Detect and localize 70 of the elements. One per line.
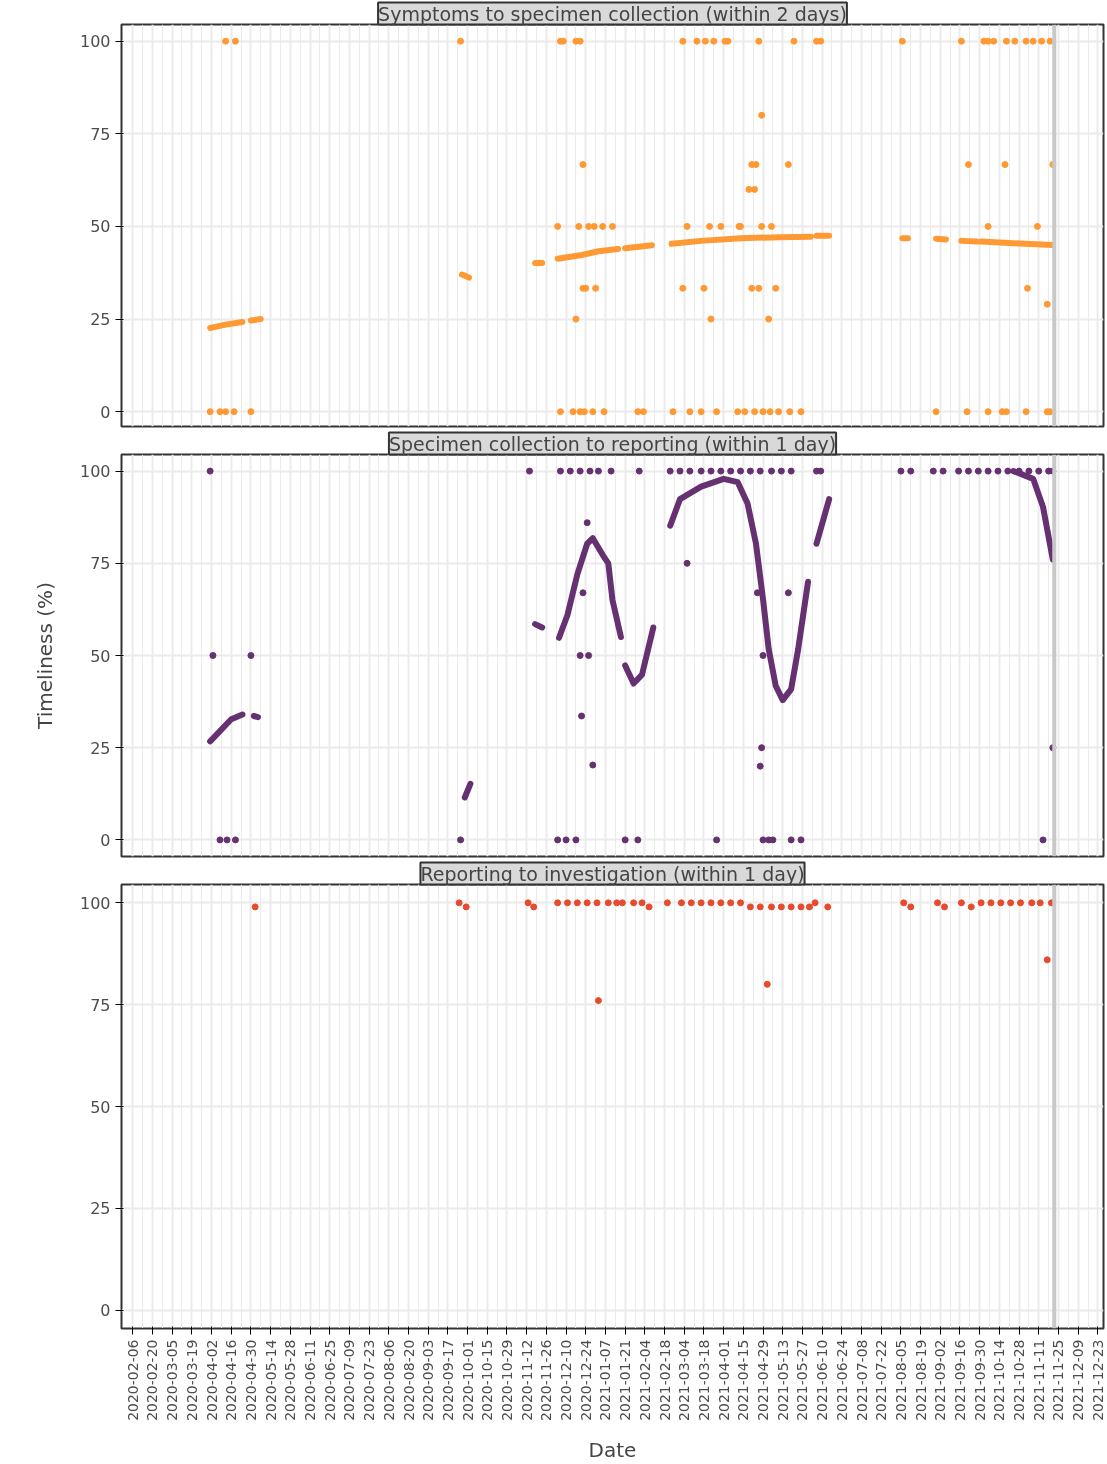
x-tick-label: 2020-09-03 [420,1339,437,1421]
x-tick-label: 2020-08-06 [380,1339,397,1421]
x-tick-label: 2021-03-04 [676,1339,693,1421]
y-tick-label: 0 [100,402,111,422]
x-tick-label: 2021-11-11 [1030,1339,1047,1421]
y-tick-label: 50 [90,217,111,237]
y-tick-label: 25 [90,310,111,330]
x-tick-label: 2020-05-14 [262,1339,279,1421]
x-tick-label: 2020-03-05 [164,1339,181,1421]
x-tick-label: 2020-11-26 [538,1339,555,1421]
x-tick-label: 2020-02-06 [124,1339,141,1421]
x-tick-label: 2020-12-10 [558,1339,575,1421]
x-tick-label: 2021-09-16 [952,1339,968,1421]
y-tick-label: 25 [90,738,111,758]
x-tick-label: 2020-06-25 [321,1339,338,1421]
y-tick-label: 0 [100,830,111,850]
x-tick-label: 2020-07-09 [341,1339,358,1421]
x-tick-label: 2021-10-14 [991,1339,1008,1421]
x-tick-label: 2020-08-20 [400,1339,417,1421]
x-tick-label: 2020-06-11 [302,1339,319,1421]
x-tick-label: 2020-10-01 [459,1339,476,1421]
x-tick-label: 2021-05-13 [774,1339,791,1421]
x-tick-label: 2020-04-30 [242,1339,259,1421]
x-tick-label: 2021-12-23 [1089,1339,1106,1421]
x-tick-label: 2021-03-18 [695,1339,712,1421]
x-tick-label: 2021-10-28 [1011,1339,1028,1421]
y-tick-label: 50 [90,646,111,666]
x-axis-title: Date [588,1437,637,1462]
y-axis-title: Timeliness (%) [32,582,57,730]
x-tick-label: 2021-08-05 [892,1339,909,1421]
x-tick-label: 2021-01-07 [597,1339,614,1421]
chart-title: Reporting to investigation (within 1 day) [420,862,805,885]
x-tick-label: 2020-03-19 [183,1339,200,1421]
x-tick-label: 2020-04-02 [203,1339,220,1421]
x-tick-label: 2021-11-25 [1050,1339,1067,1421]
x-tick-label: 2021-06-24 [833,1339,850,1421]
y-tick-label: 50 [90,1097,111,1117]
y-tick-label: 100 [79,893,111,913]
x-tick-label: 2020-04-16 [223,1339,240,1421]
x-tick-label: 2021-05-27 [794,1339,811,1421]
x-tick-label: 2021-09-30 [971,1339,988,1421]
x-tick-label: 2020-11-12 [518,1339,535,1421]
x-tick-label: 2021-07-22 [873,1339,890,1421]
x-tick-label: 2021-09-02 [932,1339,949,1421]
y-tick-label: 100 [79,32,111,52]
x-tick-label: 2020-05-28 [282,1339,299,1421]
chart-title: Symptoms to specimen collection (within 2 days) [378,2,847,25]
chart-title: Specimen collection to reporting (within 1 day) [388,432,837,455]
x-tick-label: 2020-09-17 [439,1339,456,1421]
x-tick-label: 2021-07-08 [853,1339,870,1421]
y-tick-label: 0 [100,1301,111,1321]
x-tick-label: 2020-10-15 [479,1339,496,1421]
y-tick-label: 75 [90,995,111,1015]
x-tick-label: 2021-12-09 [1070,1339,1087,1421]
y-tick-label: 75 [90,554,111,574]
y-tick-label: 75 [90,124,111,144]
x-tick-label: 2021-08-19 [912,1339,929,1421]
x-tick-label: 2020-02-20 [144,1339,161,1421]
x-tick-label: 2021-06-10 [814,1339,831,1421]
x-tick-label: 2021-04-15 [735,1339,752,1421]
x-tick-label: 2021-04-01 [715,1339,732,1421]
x-tick-label: 2021-01-21 [617,1339,634,1421]
x-tick-label: 2021-04-29 [755,1339,772,1421]
y-tick-label: 100 [79,462,111,482]
x-tick-label: 2020-07-23 [361,1339,378,1421]
x-tick-label: 2020-10-29 [498,1339,515,1421]
y-tick-label: 25 [90,1199,111,1219]
x-tick-label: 2020-12-24 [577,1339,594,1421]
x-tick-label: 2021-02-18 [656,1339,673,1421]
x-tick-label: 2021-02-04 [636,1339,653,1421]
